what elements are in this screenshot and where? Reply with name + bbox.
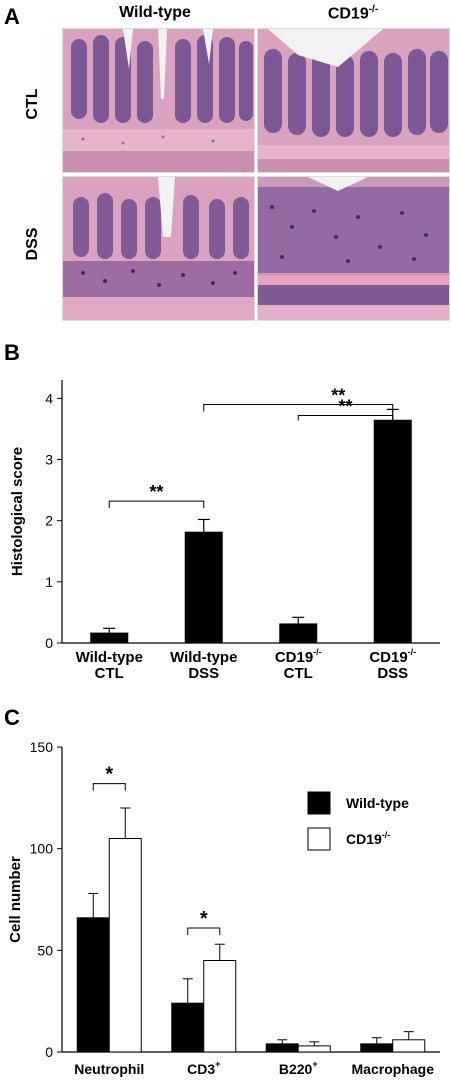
bar bbox=[171, 1002, 205, 1053]
legend-label: CD19-/- bbox=[346, 830, 390, 847]
significance-label: ** bbox=[149, 482, 163, 502]
bar bbox=[373, 419, 412, 643]
y-tick-label: 150 bbox=[30, 739, 54, 755]
micrograph-cd19-dss bbox=[257, 176, 450, 321]
significance-label: ** bbox=[331, 385, 345, 405]
x-tick-label-line1: Wild-type bbox=[170, 649, 237, 666]
y-tick-label: 4 bbox=[45, 390, 53, 406]
panel-b-letter: B bbox=[4, 340, 20, 365]
bar bbox=[360, 1043, 394, 1053]
panel-a-row-label-ctl: CTL bbox=[24, 88, 41, 120]
significance-bracket bbox=[203, 403, 394, 412]
x-tick-label-line1: Wild-type bbox=[76, 649, 143, 666]
y-axis-label: Cell number bbox=[7, 856, 24, 943]
bar bbox=[108, 838, 142, 1053]
y-tick-label: 2 bbox=[45, 513, 53, 529]
x-tick-label-line1: CD19-/- bbox=[275, 647, 322, 666]
bar bbox=[279, 623, 318, 643]
y-tick-label: 0 bbox=[45, 635, 53, 651]
significance-bracket bbox=[108, 500, 205, 509]
bar bbox=[265, 1043, 299, 1053]
significance-label: * bbox=[200, 908, 208, 930]
cell-number-chart: 0 50 100 150 Cell number Neutrophil CD3+ B220+ M… bbox=[7, 739, 440, 1077]
panel-c-letter: C bbox=[4, 705, 20, 730]
y-tick-label: 3 bbox=[45, 452, 53, 468]
bar bbox=[297, 1045, 331, 1053]
x-tick-label-line2: CTL bbox=[284, 665, 313, 682]
significance-bracket bbox=[92, 783, 126, 791]
bar bbox=[184, 531, 223, 643]
x-tick-label-line1: CD19-/- bbox=[369, 647, 416, 666]
panel-a-col-head-wild-type: Wild-type bbox=[119, 4, 191, 21]
bar bbox=[90, 632, 129, 643]
x-tick-label: Neutrophil bbox=[74, 1061, 144, 1077]
x-tick-label: CD3+ bbox=[187, 1059, 220, 1077]
col-head-cd19-sup: -/- bbox=[368, 4, 379, 15]
y-tick-label: 50 bbox=[37, 942, 53, 958]
x-tick-label: B220+ bbox=[279, 1059, 318, 1077]
col-head-cd19-text: CD19 bbox=[327, 5, 369, 23]
panel-a-row-label-dss: DSS bbox=[24, 227, 41, 261]
panel-a-letter: A bbox=[4, 4, 20, 29]
x-tick-label: Macrophage bbox=[352, 1061, 435, 1077]
significance-label: * bbox=[105, 764, 113, 786]
panel-a-col-head-cd19: CD19-/- bbox=[258, 4, 448, 23]
y-tick-label: 1 bbox=[45, 574, 53, 590]
bar bbox=[392, 1039, 426, 1053]
micrograph-wildtype-ctl bbox=[62, 28, 255, 173]
micrograph-cd19-ctl bbox=[257, 28, 450, 173]
micrograph-wildtype-dss bbox=[62, 176, 255, 321]
y-tick-label: 0 bbox=[45, 1044, 53, 1060]
significance-bracket bbox=[187, 927, 221, 935]
legend-swatch bbox=[307, 827, 331, 851]
bar bbox=[76, 917, 110, 1053]
y-tick-label: 100 bbox=[30, 841, 54, 857]
x-tick-label-line2: CTL bbox=[95, 665, 124, 682]
y-axis-label: Histological score bbox=[9, 447, 26, 576]
legend-swatch bbox=[307, 791, 331, 815]
x-tick-label-line2: DSS bbox=[188, 665, 219, 682]
legend-label: Wild-type bbox=[346, 795, 409, 811]
significance-label: ** bbox=[338, 396, 352, 416]
significance-bracket bbox=[297, 414, 394, 421]
bar bbox=[203, 960, 237, 1053]
x-tick-label-line2: DSS bbox=[377, 665, 408, 682]
